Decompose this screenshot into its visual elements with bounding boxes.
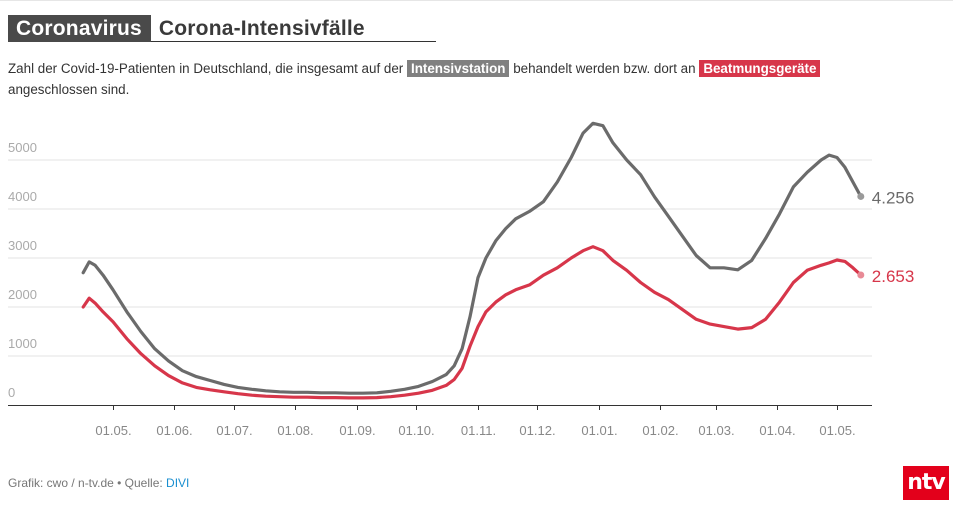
x-tick-label-2: 01.07. [216, 423, 252, 438]
legend-tag-ventilation: Beatmungsgeräte [699, 60, 821, 77]
top-divider [0, 0, 953, 1]
series-line-icu [81, 121, 863, 395]
line-chart: 0 1000 2000 3000 4000 5000 01.05. 01.06. 01.07.… [8, 121, 915, 438]
page-title: Corona-Intensivfälle [150, 15, 436, 42]
kicker-badge: Coronavirus [8, 15, 151, 42]
chart-description: Zahl der Covid-19-Patienten in Deutschla… [8, 58, 908, 100]
end-labels: 4.256 2.653 [872, 188, 915, 286]
end-point-icu [857, 192, 865, 200]
gridlines [8, 159, 872, 357]
footer-credit: Grafik: cwo / n-tv.de • Quelle: DIVI [8, 476, 189, 490]
x-tick-label-4: 01.09. [339, 423, 375, 438]
y-tick-label-1000: 1000 [8, 336, 37, 351]
x-tick-label-10: 01.03. [698, 423, 734, 438]
x-axis: 01.05. 01.06. 01.07. 01.08. 01.09. 01.10. 01.1… [8, 405, 872, 438]
end-label-ventilation: 2.653 [872, 267, 915, 286]
header: Coronavirus Corona-Intensivfälle [8, 15, 436, 42]
legend-tag-icu: Intensivstation [406, 60, 510, 77]
x-tick-label-3: 01.08. [277, 423, 313, 438]
intro-text-2: behandelt werden bzw. dort an [509, 61, 700, 76]
intro-text-3: angeschlossen sind. [8, 82, 130, 97]
ntv-logo[interactable]: ntv [903, 466, 949, 500]
x-tick-label-12: 01.05. [819, 423, 855, 438]
y-tick-label-3000: 3000 [8, 238, 37, 253]
y-tick-label-4000: 4000 [8, 189, 37, 204]
end-point-ventilation [857, 271, 865, 279]
x-tick-label-11: 01.04. [759, 423, 795, 438]
y-tick-label-5000: 5000 [8, 140, 37, 155]
x-tick-label-6: 01.11. [461, 423, 496, 438]
x-tick-label-0: 01.05. [95, 423, 131, 438]
series-line-ventilation [81, 245, 863, 400]
source-link[interactable]: DIVI [166, 476, 190, 490]
x-tick-label-5: 01.10. [398, 423, 434, 438]
x-tick-label-8: 01.01. [581, 423, 617, 438]
x-tick-label-1: 01.06. [156, 423, 192, 438]
credit-text: Grafik: cwo / n-tv.de • Quelle: [8, 476, 167, 490]
intro-text-1: Zahl der Covid-19-Patienten in Deutschla… [8, 61, 407, 76]
end-label-icu: 4.256 [872, 188, 915, 207]
y-tick-label-0: 0 [8, 385, 15, 400]
x-tick-label-9: 01.02. [642, 423, 678, 438]
y-tick-label-2000: 2000 [8, 287, 37, 302]
y-axis-labels: 0 1000 2000 3000 4000 5000 [8, 140, 37, 400]
series-lines [81, 121, 865, 400]
x-tick-label-7: 01.12. [519, 423, 555, 438]
